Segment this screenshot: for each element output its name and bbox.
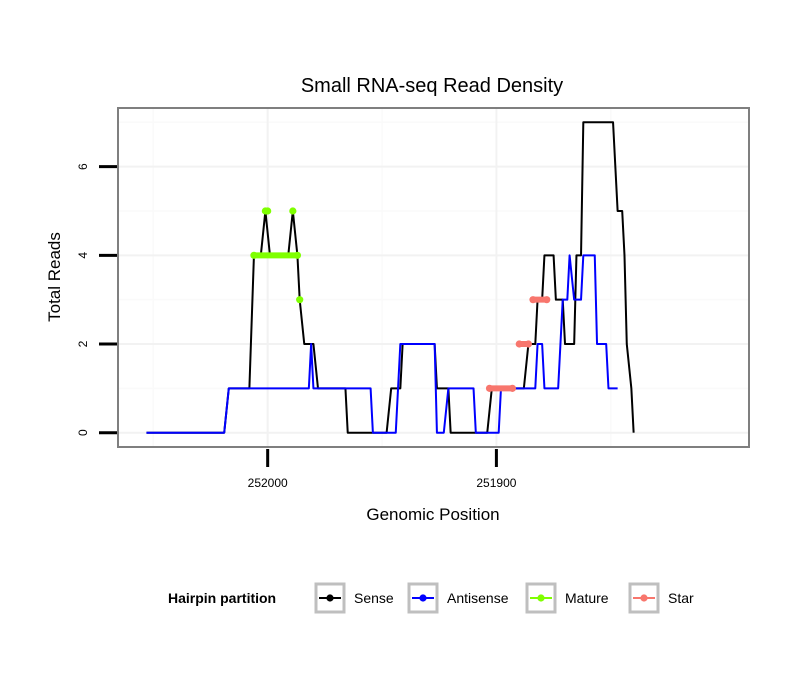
mature-point [250, 251, 258, 259]
y-tick-label: 6 [76, 163, 90, 170]
legend-item-sense: Sense [314, 582, 394, 614]
mature-point [296, 296, 304, 304]
star-point [485, 384, 494, 392]
legend-item-mature: Mature [525, 582, 609, 614]
antisense-line [146, 254, 618, 434]
y-tick-label: 2 [76, 340, 90, 347]
legend-key-point [326, 594, 334, 602]
star-point [508, 384, 517, 392]
star-series [485, 296, 551, 392]
y-tick-label: 0 [76, 429, 90, 436]
x-axis-title: Genomic Position [366, 505, 499, 524]
x-tick-label: 252000 [248, 476, 288, 490]
legend: Hairpin partition Sense Antisense Mature St… [168, 582, 694, 614]
legend-label: Antisense [447, 590, 509, 606]
legend-key-point [640, 594, 648, 602]
mature-point [289, 207, 297, 215]
plot-panel [117, 107, 750, 448]
mature-point [264, 207, 272, 215]
legend-label: Mature [565, 590, 609, 606]
star-point [524, 340, 533, 348]
legend-item-antisense: Antisense [407, 582, 509, 614]
chart-title: Small RNA-seq Read Density [301, 75, 563, 97]
mature-series [250, 207, 304, 304]
star-point [515, 340, 523, 348]
x-tick-label: 251900 [476, 476, 516, 490]
legend-key-point [537, 594, 545, 602]
legend-label: Sense [354, 590, 394, 606]
legend-label: Star [668, 590, 694, 606]
y-axis-title: Total Reads [45, 232, 64, 322]
legend-item-star: Star [628, 582, 694, 614]
legend-key-point [419, 594, 427, 602]
series-layer [146, 121, 635, 434]
star-point [543, 296, 551, 304]
y-tick-label: 4 [76, 252, 90, 259]
axes: 0 2 4 6 252000 251900 [76, 163, 517, 490]
mature-point [293, 251, 302, 259]
legend-title: Hairpin partition [168, 590, 276, 606]
star-point [529, 296, 537, 304]
